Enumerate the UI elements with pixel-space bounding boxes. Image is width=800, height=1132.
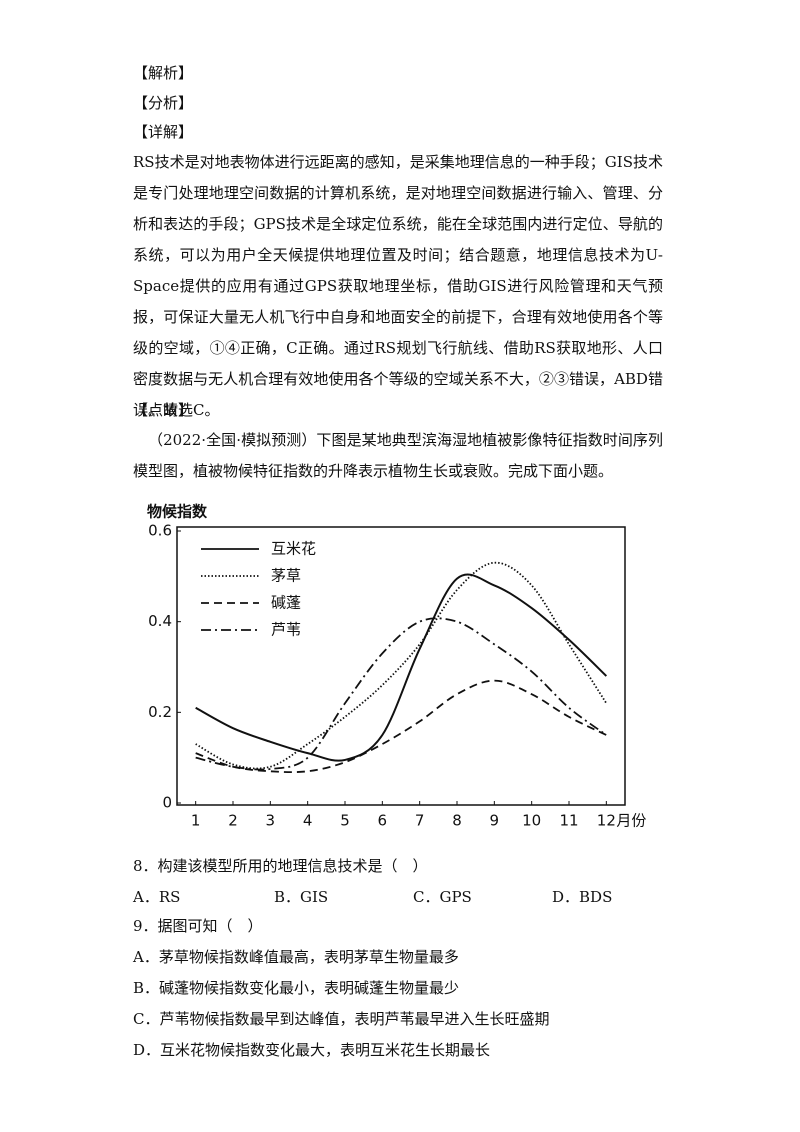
x-tick-label: 2: [228, 812, 238, 830]
x-tick-label: 8: [452, 812, 462, 830]
line-series: [195, 679, 607, 774]
line-series: [195, 561, 608, 770]
legend-label: 茅草: [271, 567, 301, 585]
explanation: RS技术是对地表物体进行远距离的感知，是采集地理信息的一种手段；GIS技术是专门…: [133, 153, 663, 419]
legend-label: 互米花: [271, 540, 316, 558]
option: B．GIS: [274, 888, 329, 906]
label: 【分析】: [133, 94, 194, 112]
option: A．RS: [133, 888, 181, 906]
y-tick-label: 0.6: [148, 522, 172, 540]
y-axis-label: 物候指数: [147, 503, 208, 521]
x-tick-label: 1: [191, 812, 201, 830]
question-stem: 8．构建该模型所用的地理信息技术是（ ）: [133, 857, 428, 875]
option: C．GPS: [413, 888, 472, 906]
x-tick-label: 10: [522, 812, 541, 830]
y-tick-label: 0: [162, 794, 172, 812]
legend-label: 芦苇: [271, 621, 301, 639]
line-series: [195, 617, 607, 771]
x-tick-label: 4: [303, 812, 313, 830]
option: D．互米花物候指数变化最大，表明互米花生长期最长: [133, 1041, 491, 1059]
label: 【详解】: [133, 123, 194, 141]
legend-label: 碱蓬: [271, 594, 301, 612]
option: A．茅草物候指数峰值最高，表明茅草生物量最多: [133, 948, 459, 966]
label: 【点睛】: [133, 401, 194, 419]
question-stem: 9．据图可知（ ）: [133, 917, 263, 935]
x-tick-label: 11: [559, 812, 578, 830]
intro: （2022·全国·模拟预测）下图是某地典型滨海湿地植被影像特征指数时间序列模型图…: [133, 431, 663, 480]
label: 【解析】: [133, 64, 194, 82]
option: B．碱蓬物候指数变化最小，表明碱蓬生物量最少: [133, 979, 460, 997]
y-tick-label: 0.2: [148, 703, 172, 721]
x-tick-label: 5: [340, 812, 350, 830]
x-tick-label: 12: [597, 812, 616, 830]
option: D．BDS: [552, 888, 613, 906]
y-tick-label: 0.4: [148, 612, 172, 630]
x-axis-label: 月份: [616, 812, 646, 830]
line-series: [195, 573, 608, 762]
plot-frame: [176, 526, 626, 806]
x-tick-label: 3: [266, 812, 276, 830]
x-tick-label: 9: [490, 812, 500, 830]
x-tick-label: 6: [378, 812, 388, 830]
x-tick-label: 7: [415, 812, 425, 830]
option: C．芦苇物候指数最早到达峰值，表明芦苇最早进入生长旺盛期: [133, 1010, 550, 1028]
